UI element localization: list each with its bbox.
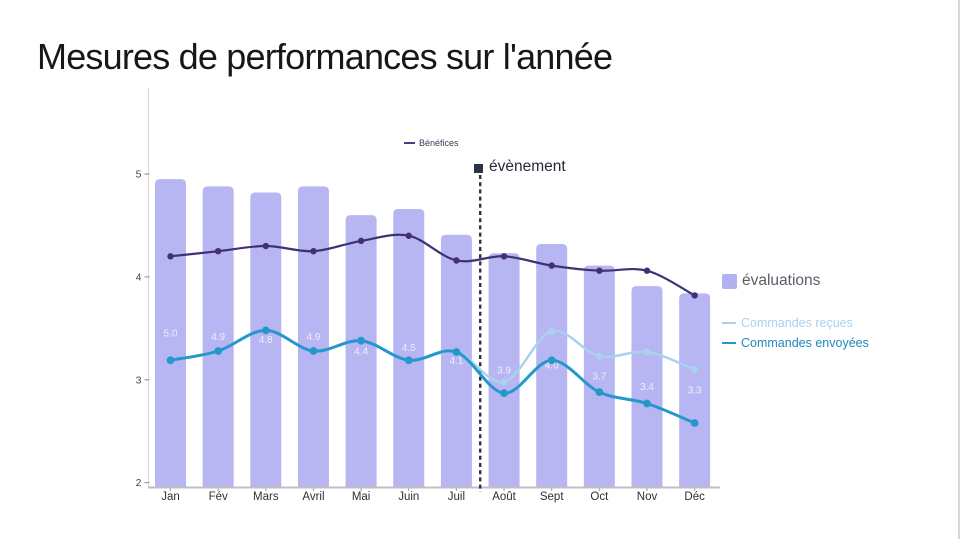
window-border xyxy=(958,0,960,539)
chart-legend: évaluations Commandes reçues Commandes e… xyxy=(722,272,869,350)
x-tick-label: Sept xyxy=(540,491,564,503)
commandes-envoyees-line-swatch xyxy=(722,341,736,345)
data-point xyxy=(309,347,318,355)
data-point xyxy=(214,247,222,255)
data-point xyxy=(214,347,223,355)
event-marker-icon xyxy=(474,164,483,173)
commandes-envoyees-legend-label: Commandes envoyées xyxy=(741,336,869,350)
bar-value-label: 4.8 xyxy=(259,335,273,346)
data-point xyxy=(452,348,461,356)
bar xyxy=(488,253,520,487)
data-point xyxy=(500,253,508,260)
data-point xyxy=(643,348,651,356)
x-tick-label: Jan xyxy=(161,491,180,503)
line-bénéfices xyxy=(167,232,698,299)
bar-value-label: 4.9 xyxy=(211,332,225,343)
data-point xyxy=(262,242,269,250)
x-tick-label: Oct xyxy=(590,491,609,503)
event-annotation: évènement xyxy=(474,158,566,176)
bar-value-label: 5.0 xyxy=(164,328,178,339)
bar-value-label: 4.4 xyxy=(354,346,368,357)
bar xyxy=(297,186,329,487)
bar-value-label: 3.3 xyxy=(688,385,702,396)
bar-value-label: 4.9 xyxy=(306,332,320,343)
bar xyxy=(583,265,615,487)
data-point xyxy=(691,292,698,299)
data-point xyxy=(691,366,699,374)
benefices-legend-label: Bénéfices xyxy=(419,138,459,148)
bar-value-label: 3.4 xyxy=(640,382,654,393)
y-tick-label: 3 xyxy=(136,374,142,386)
commandes-recues-line-swatch xyxy=(722,322,736,324)
bar xyxy=(631,286,663,487)
bar-value-label: 4.5 xyxy=(402,343,416,354)
data-point xyxy=(500,378,508,386)
bar xyxy=(440,234,472,487)
data-point xyxy=(690,419,699,427)
bar xyxy=(679,293,711,487)
data-point xyxy=(310,247,317,255)
legend-item-evaluations: évaluations xyxy=(722,272,869,290)
evaluations-legend-label: évaluations xyxy=(742,272,821,289)
bars-evaluations: 5.0 4.9 4.8 4.9 4.4 4.5 4.1 3.9 4.0 3.7 3.4 3.3 xyxy=(155,179,711,487)
data-point xyxy=(167,253,174,260)
bar-value-label: 3.9 xyxy=(497,365,511,376)
bar xyxy=(393,208,425,487)
x-tick-label: Nov xyxy=(637,491,658,503)
data-point xyxy=(596,267,603,274)
bar-value-label: 3.7 xyxy=(592,372,606,383)
bar xyxy=(536,243,568,487)
data-point xyxy=(595,388,604,397)
line-commandes-envoyées xyxy=(166,326,699,427)
bar-value-label: 4.0 xyxy=(545,361,559,372)
series-path xyxy=(169,328,697,425)
benefices-line-swatch xyxy=(404,142,415,144)
data-point xyxy=(595,352,603,360)
event-annotation-label: évènement xyxy=(489,158,566,175)
series-path xyxy=(169,233,696,297)
bar-value-label: 4.1 xyxy=(449,356,463,367)
data-point xyxy=(405,232,412,239)
x-tick-label: Fév xyxy=(209,491,228,503)
bar xyxy=(250,192,282,487)
y-tick-label: 4 xyxy=(136,271,142,283)
data-point xyxy=(166,356,175,365)
data-point xyxy=(643,399,651,408)
x-tick-label: Juin xyxy=(398,491,419,503)
data-point xyxy=(500,389,508,398)
data-point xyxy=(357,237,365,245)
y-tick-label: 2 xyxy=(136,477,142,489)
data-point xyxy=(404,356,413,365)
y-tick-label: 5 xyxy=(136,169,142,181)
x-tick-label: Mai xyxy=(352,491,371,503)
data-point xyxy=(357,336,365,345)
legend-benefices: Bénéfices xyxy=(404,138,459,148)
data-point xyxy=(453,257,460,264)
bar xyxy=(345,215,377,487)
bar xyxy=(202,186,234,487)
x-tick-label: Mars xyxy=(253,491,279,503)
x-tick-label: Déc xyxy=(684,491,705,503)
data-point xyxy=(261,326,270,335)
x-tick-label: Avril xyxy=(302,491,324,503)
legend-item-commandes-recues: Commandes reçues xyxy=(722,316,869,330)
page-title: Mesures de performances sur l'année xyxy=(37,36,613,77)
data-point xyxy=(548,262,555,269)
data-point xyxy=(547,356,556,365)
x-tick-label: Juil xyxy=(448,491,465,503)
axes: 5 4 3 2 Jan Fév Mars Avril Mai Juin Juil Août Sept Oc… xyxy=(136,88,720,503)
x-tick-label: Août xyxy=(492,491,516,503)
data-point xyxy=(643,267,651,274)
data-point xyxy=(548,327,556,335)
legend-item-commandes-envoyees: Commandes envoyées xyxy=(722,336,869,350)
evaluations-bar-swatch xyxy=(722,273,737,289)
commandes-recues-legend-label: Commandes reçues xyxy=(741,316,853,330)
